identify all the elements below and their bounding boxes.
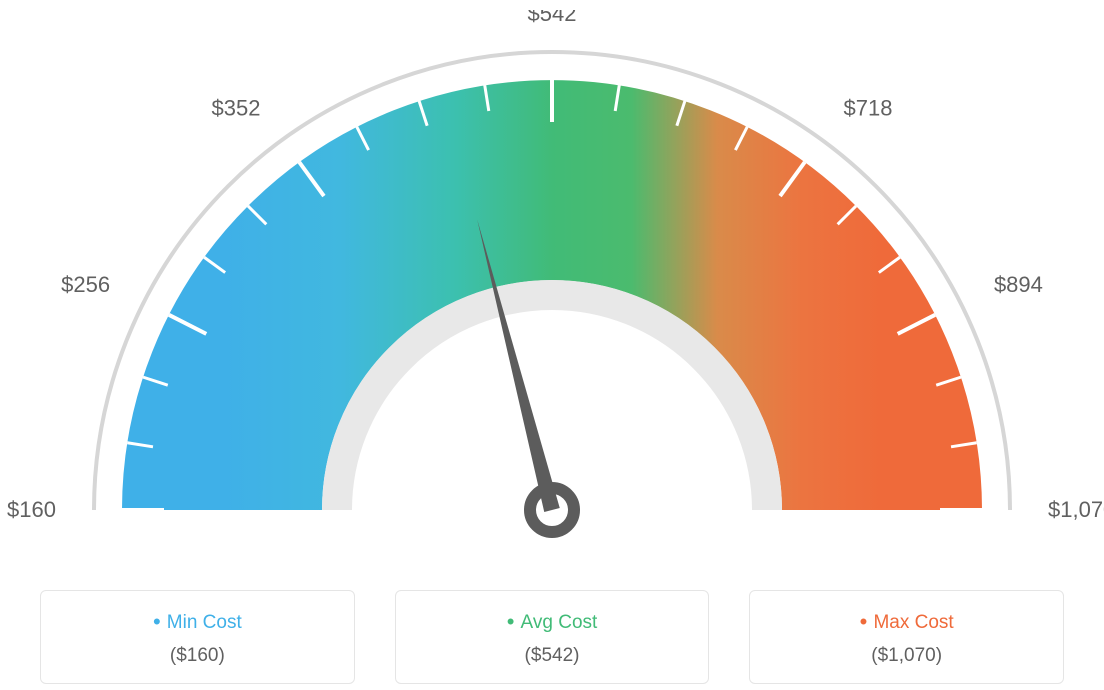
gauge-tick-label: $894 — [994, 272, 1043, 297]
gauge-tick-label: $1,070 — [1048, 497, 1104, 522]
gauge-svg: $160 $256 $352 $542 $718 $894 $1,070 — [0, 10, 1104, 570]
legend-card-max: Max Cost ($1,070) — [749, 590, 1064, 684]
legend-min-value: ($160) — [53, 645, 342, 667]
gauge-tick-label: $256 — [61, 272, 110, 297]
gauge-tick-label: $160 — [7, 497, 56, 522]
gauge-color-arc — [222, 180, 882, 510]
legend-row: Min Cost ($160) Avg Cost ($542) Max Cost… — [0, 590, 1104, 684]
gauge-chart: $160 $256 $352 $542 $718 $894 $1,070 — [0, 10, 1104, 570]
legend-avg-label: Avg Cost — [408, 609, 697, 635]
legend-max-value: ($1,070) — [762, 645, 1051, 667]
gauge-tick-label: $718 — [844, 96, 893, 121]
legend-card-min: Min Cost ($160) — [40, 590, 355, 684]
legend-max-label: Max Cost — [762, 609, 1051, 635]
cost-gauge-widget: $160 $256 $352 $542 $718 $894 $1,070 Min Cost … — [0, 0, 1104, 690]
legend-min-label: Min Cost — [53, 609, 342, 635]
legend-card-avg: Avg Cost ($542) — [395, 590, 710, 684]
legend-avg-value: ($542) — [408, 645, 697, 667]
gauge-tick-label: $352 — [212, 96, 261, 121]
gauge-tick-label: $542 — [528, 10, 577, 26]
